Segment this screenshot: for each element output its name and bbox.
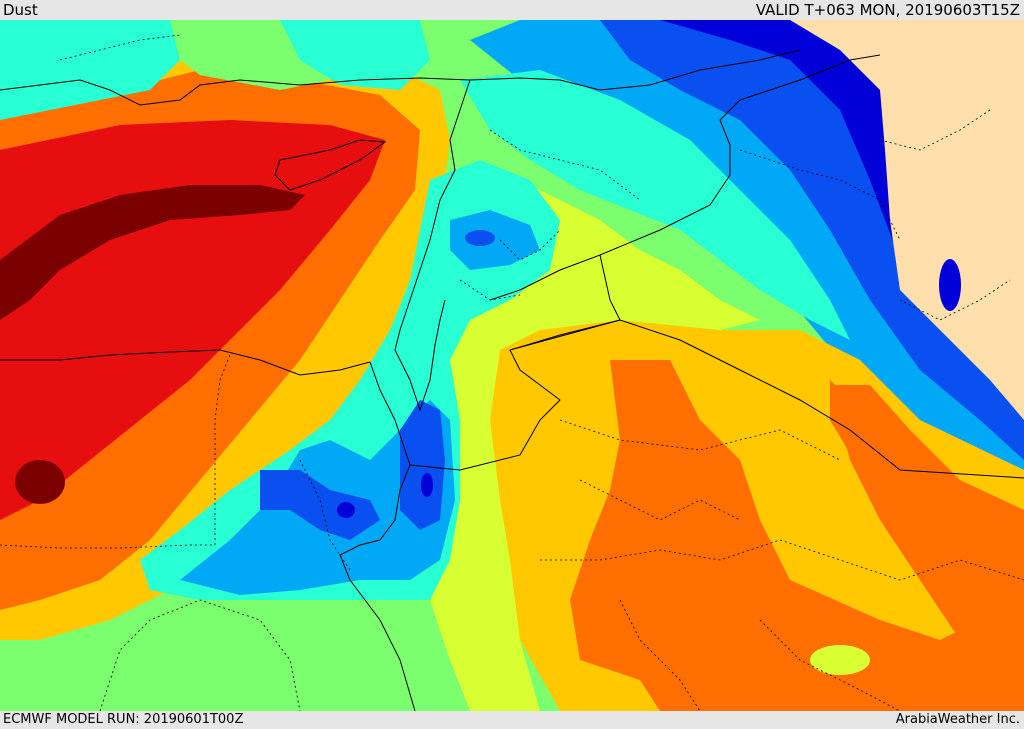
bottom-bar: ECMWF MODEL RUN: 20190601T00Z ArabiaWeat… (0, 711, 1024, 729)
dust-forecast-map (0, 20, 1024, 711)
dust-contour-level-3 (0, 20, 180, 120)
dust-contour-level-3 (280, 20, 430, 90)
dust-contour-level-9 (0, 185, 305, 320)
dust-contour-map-svg (0, 20, 1024, 711)
dust-contour-level-3 (460, 70, 850, 340)
dust-contour-level-5 (410, 180, 760, 711)
top-bar: Dust VALID T+063 MON, 20190603T15Z (0, 0, 1024, 20)
dust-contour-level-1 (260, 470, 380, 540)
model-run-label: ECMWF MODEL RUN: 20190601T00Z (3, 712, 244, 727)
dust-contour-level-1-spot (465, 230, 495, 246)
dust-contour-level-3 (140, 160, 560, 600)
valid-time-label: VALID T+063 MON, 20190603T15Z (755, 1, 1020, 19)
dust-contour-level-7 (570, 360, 1024, 711)
internal-borders (0, 34, 1024, 711)
dust-contour-level-1 (400, 400, 445, 530)
dust-contour-level-0-spot (337, 502, 355, 518)
eastern-land-no-data (790, 20, 1024, 420)
dust-contour-level-0-spot (939, 259, 961, 311)
dust-contour-level-5-spot (810, 645, 870, 675)
dust-contour-level-2 (450, 210, 540, 270)
dust-contour-level-7-east (830, 385, 1024, 711)
dust-contour-level-9-spot (15, 460, 65, 504)
map-title: Dust (3, 1, 38, 19)
credit-label: ArabiaWeather Inc. (895, 712, 1020, 727)
dust-contour-level-0-spot (421, 473, 433, 497)
country-borders (0, 49, 1024, 711)
